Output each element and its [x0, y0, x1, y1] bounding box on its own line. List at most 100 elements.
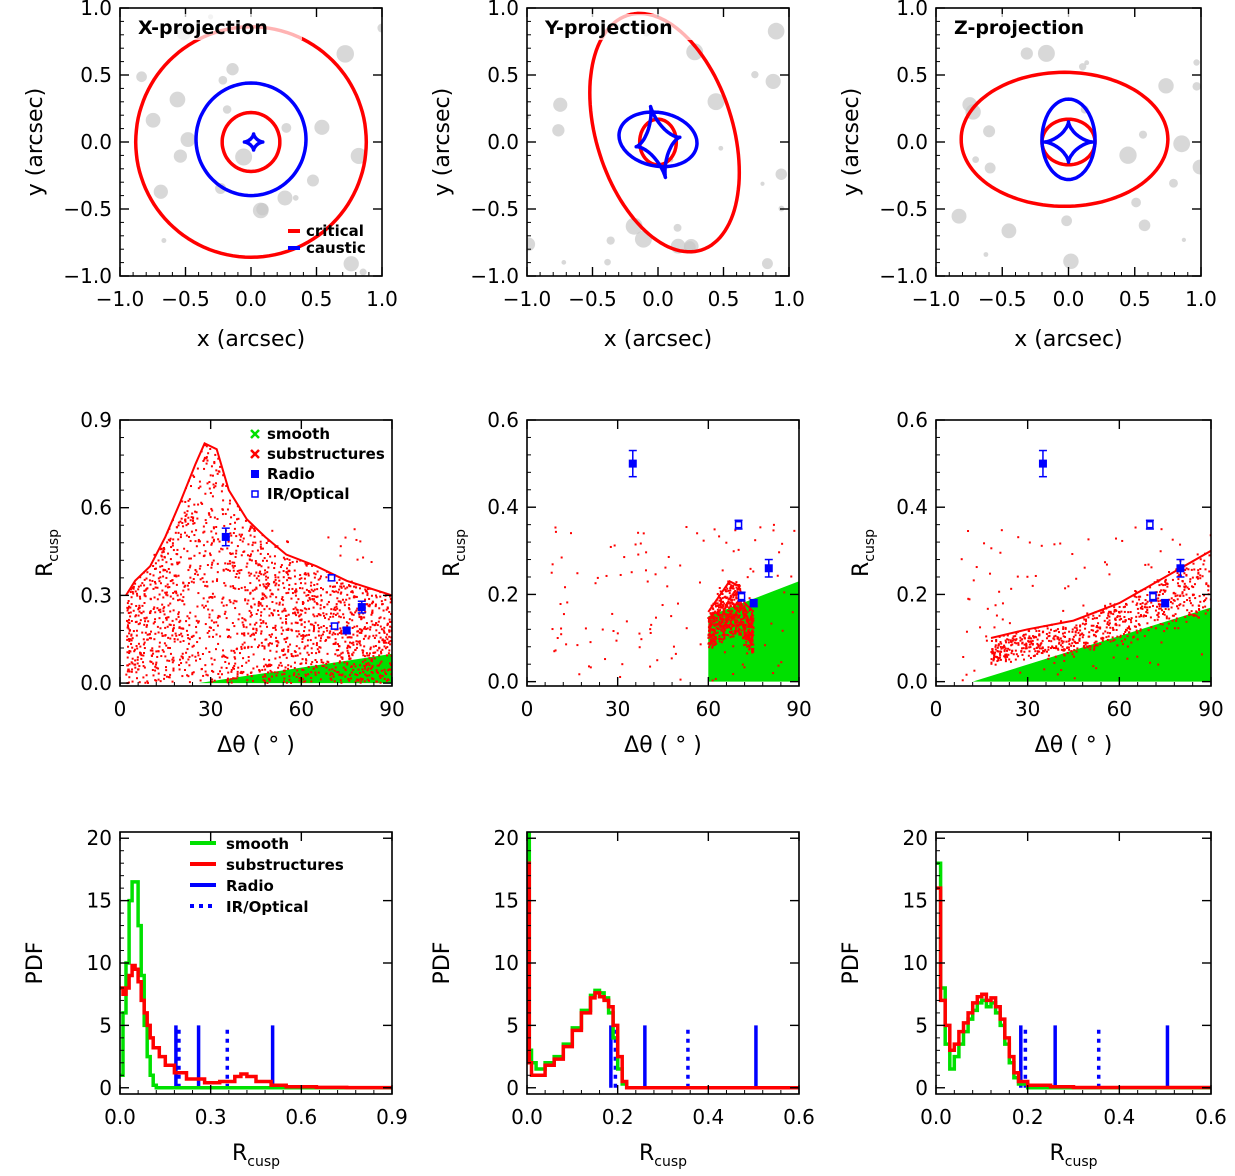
substructure-point: [723, 624, 726, 627]
substructure-point: [1019, 671, 1022, 674]
substructure-point: [135, 604, 138, 607]
substructure-point: [161, 649, 164, 652]
substructure-point: [295, 601, 298, 604]
substructure-point: [1157, 603, 1160, 606]
substructure-point: [365, 663, 368, 666]
substructure-point: [386, 624, 389, 627]
substructure-point: [270, 612, 273, 615]
substructure-point: [1126, 627, 1129, 630]
substructure-point: [385, 608, 388, 611]
substructure-point: [145, 625, 148, 628]
x-tick-label: −1.0: [912, 287, 961, 311]
substructure-point: [284, 641, 287, 644]
background-source: [173, 149, 188, 163]
substructure-point: [288, 675, 291, 678]
substructure-point: [334, 585, 337, 588]
substructure-point: [257, 575, 260, 578]
substructure-point: [183, 585, 186, 588]
smooth-region: [972, 607, 1211, 682]
substructure-point: [708, 618, 711, 621]
substructure-point: [130, 639, 133, 642]
substructure-point: [128, 649, 131, 652]
substructure-point: [1159, 607, 1162, 610]
substructure-point: [348, 597, 351, 600]
substructure-point: [265, 583, 268, 586]
substructure-point: [319, 575, 322, 578]
substructure-point: [992, 652, 995, 655]
substructure-point: [708, 642, 711, 645]
substructure-point: [192, 644, 195, 647]
substructure-point: [1028, 541, 1031, 544]
substructure-point: [146, 638, 149, 641]
substructure-point: [294, 582, 297, 585]
substructure-point: [1079, 624, 1082, 627]
substructure-point: [257, 564, 260, 567]
substructure-point: [231, 564, 234, 567]
substructure-point: [181, 521, 184, 524]
substructure-point: [301, 609, 304, 612]
substructure-point: [366, 588, 369, 591]
substructure-point: [729, 636, 732, 639]
substructure-point: [265, 586, 268, 589]
substructure-point: [128, 640, 131, 643]
substructure-point: [1073, 677, 1076, 680]
substructure-point: [389, 664, 392, 667]
substructure-point: [749, 567, 752, 570]
substructure-point: [1007, 641, 1010, 644]
substructure-point: [205, 445, 208, 448]
substructure-point: [238, 533, 241, 536]
substructure-point: [209, 492, 212, 495]
substructure-point: [722, 626, 725, 629]
x-tick-label: 0.6: [783, 1105, 815, 1129]
substructure-point: [1016, 575, 1019, 578]
substructure-point: [378, 654, 381, 657]
substructure-point: [213, 486, 216, 489]
substructure-point: [246, 602, 249, 605]
substructure-point: [241, 617, 244, 620]
substructure-point: [1100, 637, 1103, 640]
substructure-point: [732, 624, 735, 627]
substructure-point: [780, 661, 783, 664]
substructure-point: [208, 596, 211, 599]
substructure-point: [386, 654, 389, 657]
substructure-point: [277, 641, 280, 644]
substructure-point: [1106, 623, 1109, 626]
substructure-point: [1189, 578, 1192, 581]
ir-optical-point: [734, 520, 743, 529]
substructure-point: [347, 622, 350, 625]
substructure-point: [1177, 607, 1180, 610]
substructure-point: [230, 541, 233, 544]
substructure-point: [752, 643, 755, 646]
substructure-point: [341, 657, 344, 660]
substructure-point: [139, 653, 142, 656]
substructure-point: [283, 638, 286, 641]
substructure-point: [295, 614, 298, 617]
substructure-point: [196, 605, 199, 608]
substructure-point: [349, 611, 352, 614]
substructure-point: [332, 612, 335, 615]
substructure-point: [277, 576, 280, 579]
substructure-point: [311, 595, 314, 598]
substructure-point: [162, 610, 165, 613]
substructure-point: [247, 543, 250, 546]
substructure-point: [162, 650, 165, 653]
substructure-point: [720, 617, 723, 620]
substructure-point: [176, 561, 179, 564]
substructure-point: [339, 592, 342, 595]
substructure-point: [252, 653, 255, 656]
substructure-point: [1068, 637, 1071, 640]
substructure-point: [226, 677, 229, 680]
substructure-point: [325, 662, 328, 665]
substructure-point: [204, 492, 207, 495]
substructure-point: [748, 625, 751, 628]
substructure-point: [161, 558, 164, 561]
substructure-point: [734, 628, 737, 631]
substructure-point: [327, 618, 330, 621]
substructure-point: [258, 572, 261, 575]
substructure-point: [187, 581, 190, 584]
substructure-point: [1120, 640, 1123, 643]
substructure-point: [289, 577, 292, 580]
substructure-point: [249, 615, 252, 618]
substructure-point: [329, 625, 332, 628]
substructure-point: [184, 531, 187, 534]
